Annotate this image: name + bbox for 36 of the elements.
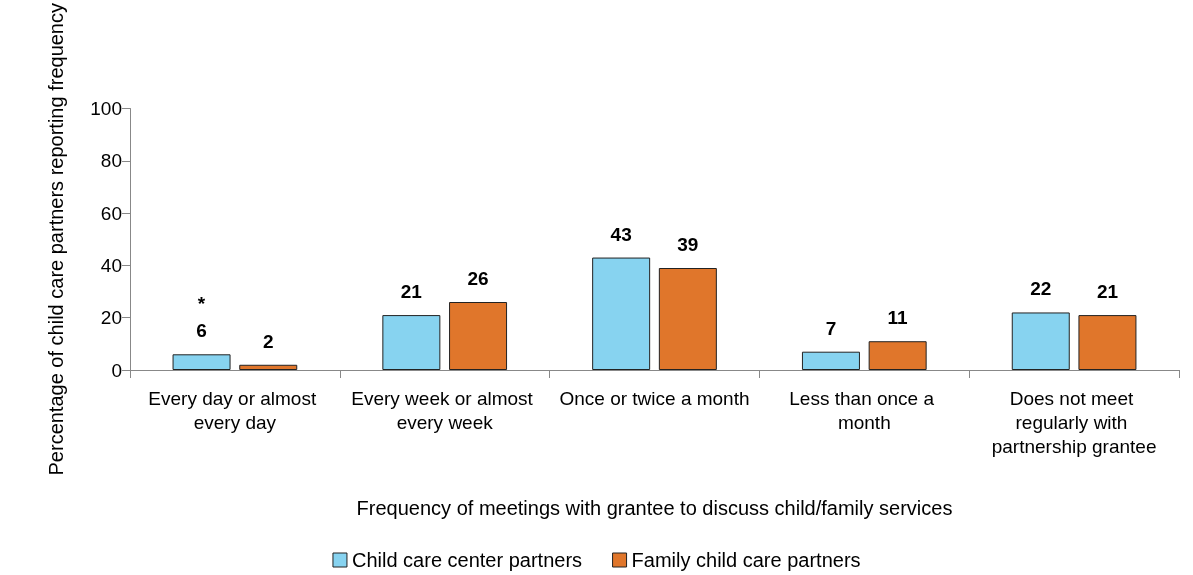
x-axis-title: Frequency of meetings with grantee to discuss child/family services	[356, 497, 953, 519]
y-tick-label: 60	[100, 202, 122, 224]
data-label: 7	[825, 317, 837, 339]
y-tick-label: 80	[100, 150, 122, 172]
x-tick-label: Does not meet regularly with partnership grantee	[991, 387, 1157, 457]
bar	[592, 257, 651, 370]
y-tick-label: 20	[100, 307, 122, 329]
data-label: 26	[467, 268, 489, 290]
data-label: 22	[1030, 278, 1052, 300]
bar	[1078, 315, 1137, 370]
y-tick-label: 0	[111, 359, 122, 381]
data-label: 21	[1096, 281, 1119, 303]
data-label: 39	[677, 234, 699, 256]
bar	[239, 364, 298, 370]
legend-label: Child care center partners	[351, 549, 583, 571]
bar	[449, 302, 508, 370]
bar	[382, 315, 441, 370]
data-label: 2	[262, 330, 274, 352]
legend-label: Family child care partners	[631, 549, 861, 571]
y-axis-title: Percentage of child care partners reporting frequency	[45, 3, 67, 476]
x-tick-label: Less than once a month	[789, 387, 940, 433]
bar	[1011, 312, 1070, 370]
data-label: 11	[887, 307, 909, 329]
bar	[658, 268, 717, 370]
x-tick-label: Every day or almost every day	[148, 387, 322, 433]
x-tick-label: Once or twice a month	[559, 387, 750, 409]
data-label: 21	[400, 281, 423, 303]
bar	[172, 354, 231, 370]
data-label: 43	[610, 223, 632, 245]
data-label: 6	[196, 320, 207, 342]
y-tick-label: 100	[90, 97, 122, 119]
x-tick-label: Every week or almost every week	[351, 387, 539, 433]
bar	[868, 341, 927, 370]
bar	[801, 351, 860, 370]
y-tick-label: 40	[100, 254, 122, 276]
annotation: *	[197, 293, 206, 315]
